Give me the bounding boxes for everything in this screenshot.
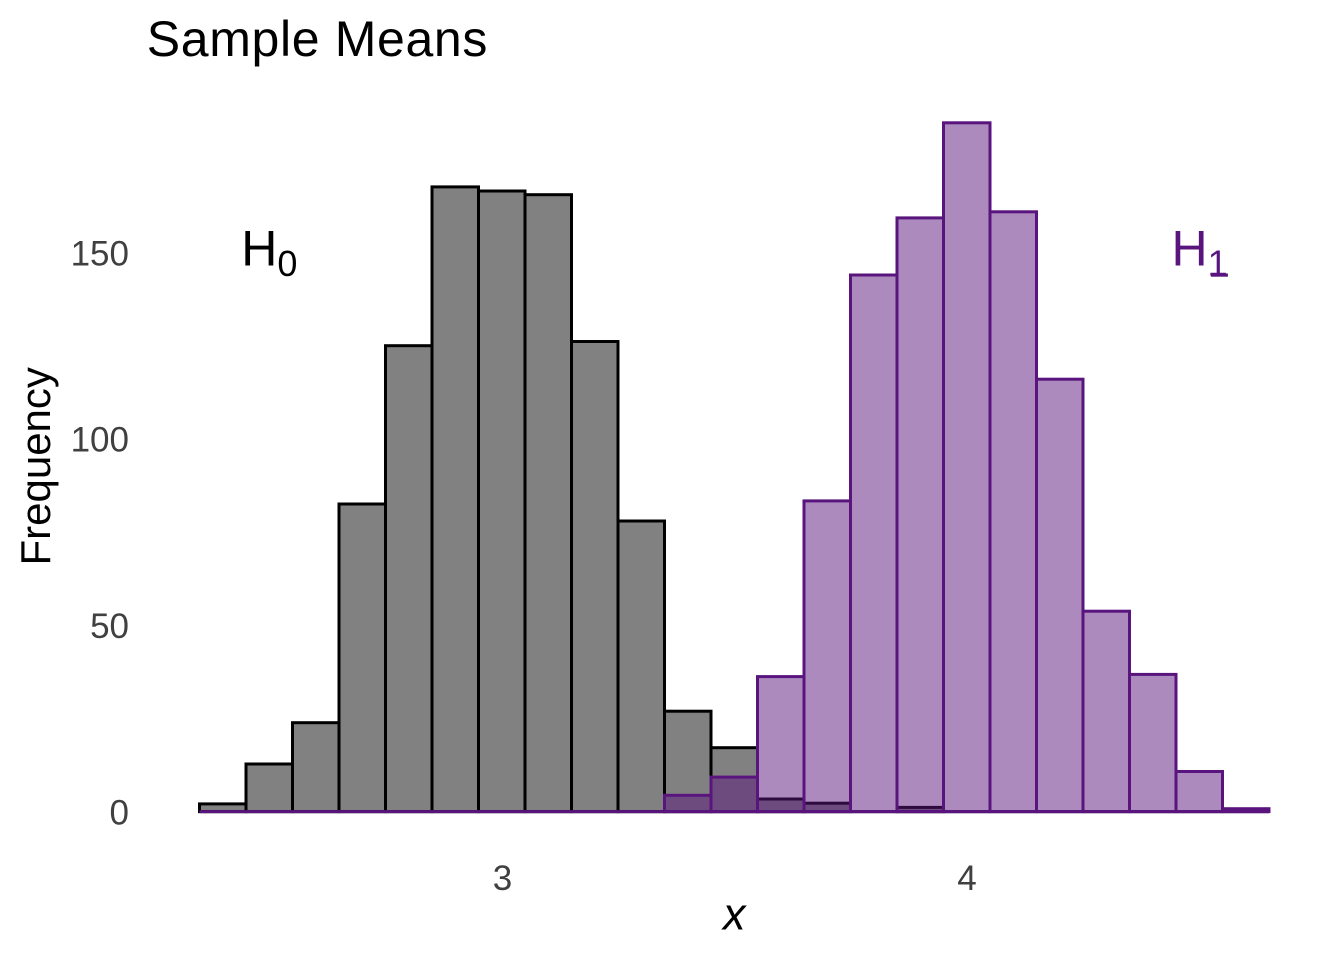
svg-text:x: x	[721, 889, 747, 940]
svg-text:Frequency: Frequency	[12, 367, 59, 565]
svg-text:Sample Means: Sample Means	[147, 11, 488, 67]
svg-text:H0: H0	[241, 221, 297, 284]
svg-text:3: 3	[493, 859, 512, 898]
svg-text:0: 0	[110, 793, 129, 832]
svg-text:50: 50	[90, 607, 129, 646]
svg-text:150: 150	[71, 234, 129, 273]
svg-text:4: 4	[957, 859, 976, 898]
svg-text:100: 100	[71, 421, 129, 460]
